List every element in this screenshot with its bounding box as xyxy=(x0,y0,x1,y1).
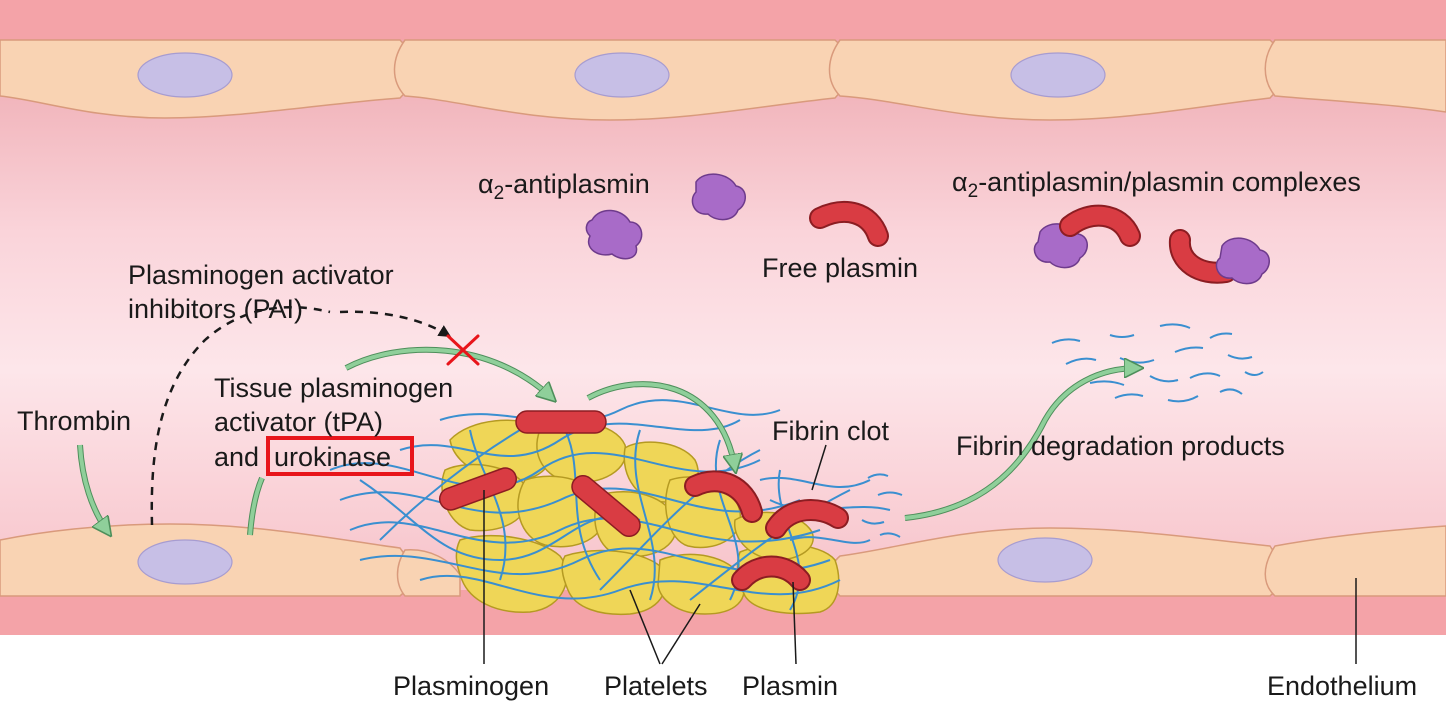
platelets-label: Platelets xyxy=(604,671,708,701)
free-plasmin-label: Free plasmin xyxy=(762,253,918,283)
plasmin-molecules xyxy=(438,410,641,538)
nucleus-top xyxy=(137,52,1106,98)
plasmin-label: Plasmin xyxy=(742,671,838,701)
tpa-label-and: and xyxy=(214,442,259,472)
leader-lines xyxy=(483,444,1357,665)
complexes-label: α2-antiplasmin/plasmin complexes xyxy=(952,167,1361,202)
fibrin-fragments-clot xyxy=(861,473,903,538)
pai-label-line2: inhibitors (PAI) xyxy=(128,294,303,324)
urokinase-label: urokinase xyxy=(274,442,391,472)
tpa-label-line1: Tissue plasminogen xyxy=(214,373,453,403)
plasmin-curved xyxy=(684,470,849,591)
vessel-wall-top xyxy=(0,0,1446,40)
thrombin-label: Thrombin xyxy=(17,406,131,436)
antiplasmin-molecules xyxy=(585,173,746,260)
antiplasmin-plasmin-complexes xyxy=(1033,204,1270,285)
fibrin-mesh xyxy=(329,399,891,611)
free-plasmin-molecule xyxy=(809,201,889,247)
inhibition-x-icon xyxy=(446,334,480,366)
plasminogen-label: Plasminogen xyxy=(393,671,549,701)
tpa-label-line2: activator (tPA) xyxy=(214,407,383,437)
nucleus-bottom xyxy=(137,537,1093,585)
arrows xyxy=(77,306,1138,535)
pai-label-line1: Plasminogen activator xyxy=(128,260,394,290)
endothelium-label: Endothelium xyxy=(1267,671,1417,701)
urokinase-highlight-box xyxy=(266,436,414,476)
antiplasmin-label: α2-antiplasmin xyxy=(478,169,650,204)
fibrin-degradation-label: Fibrin degradation products xyxy=(956,431,1285,461)
fibrin-clot-label: Fibrin clot xyxy=(772,416,890,446)
fibrin-degradation-fragments xyxy=(1051,323,1264,403)
